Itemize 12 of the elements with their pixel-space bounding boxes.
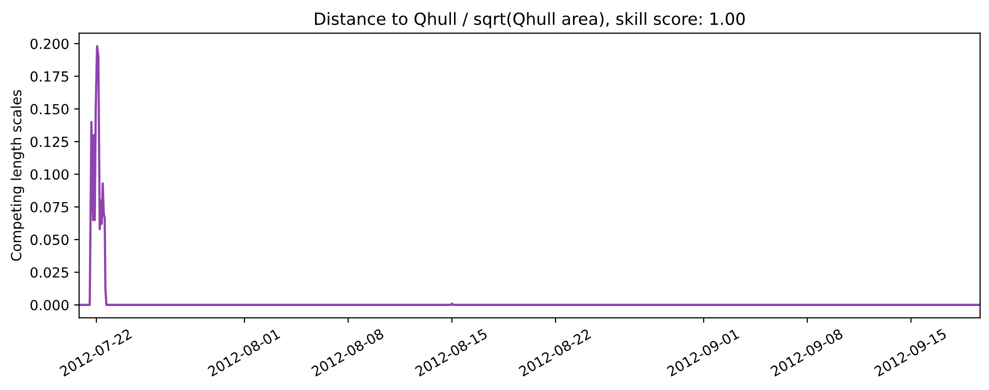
y-tick-label: 0.150	[30, 104, 68, 114]
y-axis-title: Competing length scales	[10, 90, 24, 261]
y-tick-label: 0.175	[30, 71, 68, 82]
chart-title: Distance to Qhull / sqrt(Qhull area), skill score: 1.00	[315, 12, 745, 28]
y-tick-label: 0.025	[30, 267, 68, 278]
y-tick-label: 0.125	[30, 136, 68, 148]
y-tick-label: 0.200	[30, 38, 68, 50]
y-tick-label: 0.075	[30, 202, 68, 212]
line-series	[79, 45, 980, 306]
y-tick-label: 0.000	[30, 300, 68, 310]
y-tick-label: 0.100	[30, 169, 68, 180]
y-tick-label: 0.050	[30, 234, 68, 246]
